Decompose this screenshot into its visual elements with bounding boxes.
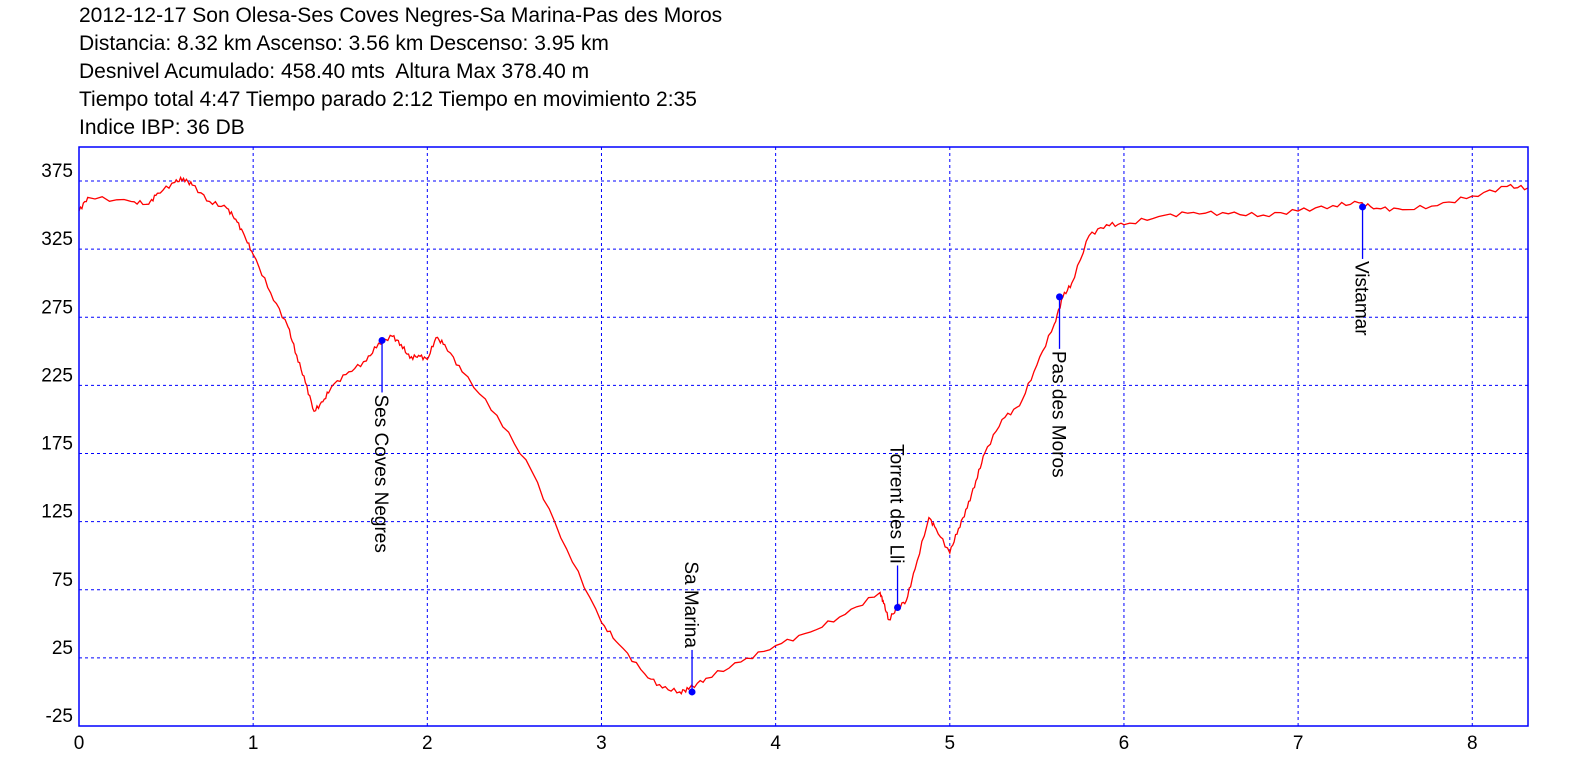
x-tick-label: 2 <box>422 733 433 754</box>
waypoint-label: Torrent des Lli <box>886 444 907 563</box>
waypoint-marker <box>378 336 386 344</box>
y-tick-label: 225 <box>41 365 73 386</box>
chart-header: 2012-12-17 Son Olesa-Ses Coves Negres-Sa… <box>79 2 722 142</box>
elevation-stats: Desnivel Acumulado: 458.40 mts Altura Ma… <box>79 60 590 83</box>
y-tick-label: 325 <box>41 229 73 250</box>
waypoint-label: Ses Coves Negres <box>370 394 391 552</box>
waypoint: Pas des Moros <box>1048 293 1069 478</box>
waypoint-label: Sa Marina <box>680 561 701 648</box>
chart-title: 2012-12-17 Son Olesa-Ses Coves Negres-Sa… <box>79 4 723 27</box>
x-tick-label: 6 <box>1119 733 1130 754</box>
waypoint: Ses Coves Negres <box>370 336 391 553</box>
x-tick-label: 7 <box>1293 733 1304 754</box>
y-tick-label: 375 <box>41 161 73 182</box>
grid <box>79 147 1528 726</box>
y-axis-ticks: -25 25 75 125 175 225 275 325 375 <box>41 161 73 727</box>
x-tick-label: 3 <box>596 733 607 754</box>
waypoint-label: Vistamar <box>1351 261 1372 336</box>
time-stats: Tiempo total 4:47 Tiempo parado 2:12 Tie… <box>79 88 697 111</box>
waypoint-marker <box>1056 293 1064 301</box>
x-axis-ticks: 0 1 2 3 4 5 6 7 8 <box>74 733 1478 754</box>
waypoint-marker <box>1359 203 1367 211</box>
waypoint-marker <box>894 603 902 611</box>
waypoint: Torrent des Lli <box>886 444 907 611</box>
waypoints: Ses Coves Negres Sa Marina Torrent des Lli… <box>370 203 1372 696</box>
y-tick-label: 275 <box>41 297 73 318</box>
y-tick-label: 125 <box>41 502 73 523</box>
y-tick-label: 175 <box>41 434 73 455</box>
waypoint-marker <box>688 688 696 696</box>
y-tick-label: -25 <box>46 706 73 727</box>
ibp-index: Indice IBP: 36 DB <box>79 116 245 139</box>
x-tick-label: 1 <box>248 733 259 754</box>
x-tick-label: 5 <box>945 733 956 754</box>
distance-stats: Distancia: 8.32 km Ascenso: 3.56 km Desc… <box>79 32 609 55</box>
x-tick-label: 4 <box>770 733 781 754</box>
plot-frame <box>78 146 1529 727</box>
y-tick-label: 75 <box>52 570 73 591</box>
x-tick-label: 8 <box>1467 733 1478 754</box>
x-tick-label: 0 <box>74 733 85 754</box>
waypoint: Sa Marina <box>680 561 701 696</box>
waypoint-label: Pas des Moros <box>1048 351 1069 478</box>
y-tick-label: 25 <box>52 638 73 659</box>
elevation-line <box>78 175 1529 695</box>
waypoint: Vistamar <box>1351 203 1372 336</box>
